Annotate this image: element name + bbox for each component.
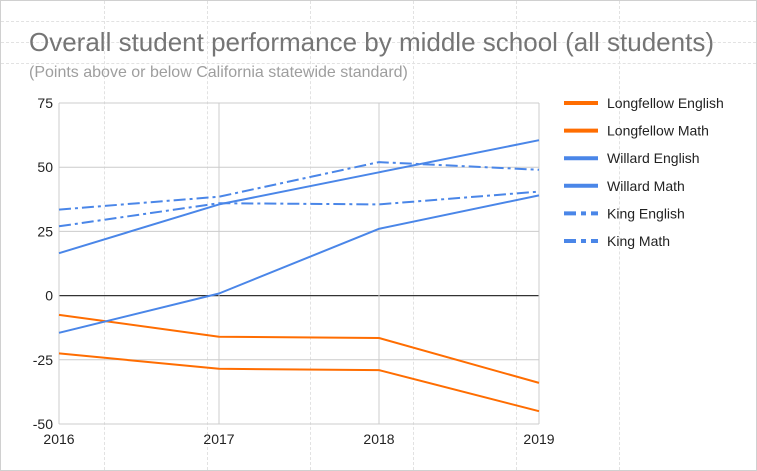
spreadsheet-gridline [1,21,756,22]
x-tick-label: 2019 [523,431,554,447]
y-tick-label: 75 [37,95,53,111]
legend-label: Longfellow English [607,95,724,111]
legend-item-willard-math: Willard Math [564,178,685,194]
legend-item-willard-english: Willard English [564,150,700,166]
y-tick-label: 25 [37,223,53,239]
legend-item-longfellow-math: Longfellow Math [564,123,709,139]
series-line-willard-english [58,139,540,255]
legend-label: King English [607,205,685,221]
spreadsheet-gridline [413,1,414,470]
x-tick-label: 2018 [363,431,394,447]
spreadsheet-gridline [1,63,756,64]
x-tick-label: 2017 [203,431,234,447]
spreadsheet-gridline [619,1,620,470]
series-line-willard-math [58,194,540,334]
spreadsheet-gridline [207,1,208,470]
legend-label: Longfellow Math [607,123,709,139]
series-line-king-math [58,190,540,228]
y-tick-label: -50 [33,416,53,432]
legend-item-longfellow-english: Longfellow English [564,95,724,111]
spreadsheet-gridline [104,1,105,470]
spreadsheet-gridline [516,1,517,470]
series-line-longfellow-math [58,352,540,413]
legend-item-king-english: King English [564,205,685,221]
y-tick-label: -25 [33,352,53,368]
spreadsheet-gridline [1,42,756,43]
series-line-king-english [58,161,540,211]
legend-label: King Math [607,233,670,249]
spreadsheet-gridline [310,1,311,470]
y-tick-label: 50 [37,159,53,175]
chart-subtitle: (Points above or below California statew… [29,64,408,81]
legend-label: Willard Math [607,178,685,194]
series-line-longfellow-english [58,313,540,384]
legend-item-king-math: King Math [564,233,670,249]
legend-label: Willard English [607,150,700,166]
x-tick-label: 2016 [43,431,74,447]
chart-title: Overall student performance by middle sc… [29,27,714,57]
y-tick-label: 0 [45,288,53,304]
